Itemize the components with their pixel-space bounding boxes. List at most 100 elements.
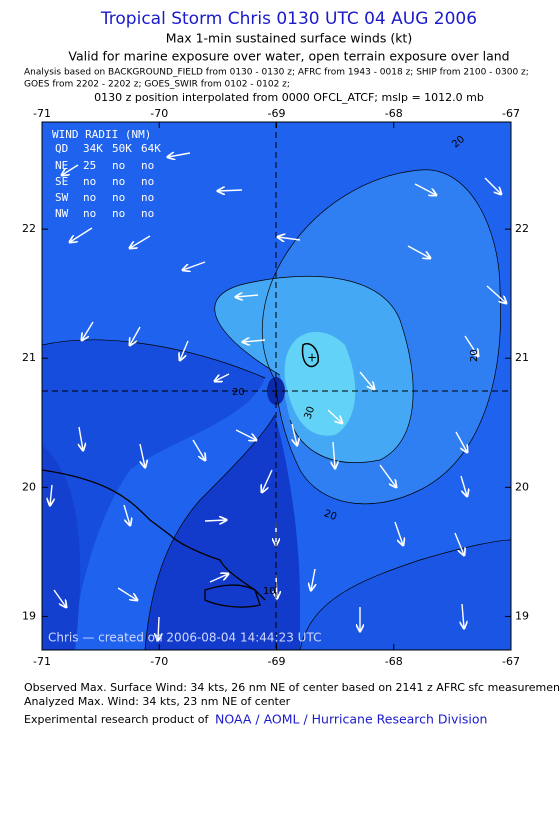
- contour-label: 20: [469, 349, 480, 362]
- contour: [299, 539, 511, 650]
- wind-arrow: [123, 504, 130, 525]
- product-note: Experimental research product of: [24, 713, 209, 726]
- wind-field: [42, 122, 511, 650]
- lat-tick-label: 20: [22, 480, 36, 493]
- wind-arrow: [130, 326, 141, 345]
- lat-tick-label: 19: [22, 609, 36, 622]
- lat-tick-label: 19: [515, 609, 529, 622]
- lon-tick-label: -68: [385, 655, 403, 668]
- radii-cell: NW: [55, 207, 69, 220]
- radii-cell: NE: [55, 159, 68, 172]
- link[interactable]: NOAA / AOML / Hurricane Research Divisio…: [215, 712, 487, 727]
- coastline: [42, 469, 266, 601]
- radii-cell: no: [112, 191, 125, 204]
- lon-tick-label: -68: [385, 107, 403, 120]
- lon-tick-label: -67: [502, 107, 520, 120]
- analysis-line: GOES from 2202 - 2202 z; GOES_SWIR from …: [24, 80, 290, 90]
- lat-tick-label: 22: [22, 222, 36, 235]
- contour: [261, 169, 501, 505]
- wind-vectors: [50, 153, 506, 640]
- contour-label: 20: [322, 508, 338, 523]
- wind-arrow: [454, 532, 464, 555]
- wind-arrow: [333, 441, 335, 468]
- lon-tick-label: -70: [150, 655, 168, 668]
- field-max: [284, 331, 356, 436]
- wind-arrow: [168, 153, 191, 157]
- lon-tick-label: -69: [268, 655, 286, 668]
- wind-arrow: [204, 520, 226, 521]
- wind-arrow: [455, 431, 467, 452]
- field-low: [42, 339, 265, 650]
- field-lower: [145, 415, 300, 650]
- contour-label: 20: [232, 387, 245, 398]
- wind-arrow: [180, 340, 189, 360]
- wind-arrow: [158, 616, 159, 640]
- wind-arrow: [394, 521, 403, 545]
- lat-tick-label: 21: [515, 351, 529, 364]
- radii-cell: no: [141, 191, 154, 204]
- lon-tick-label: -71: [33, 655, 51, 668]
- radii-cell: no: [112, 207, 125, 220]
- wind-arrow: [235, 429, 256, 440]
- analyzed-max: Analyzed Max. Wind: 34 kts, 23 nm NE of …: [24, 695, 291, 708]
- lat-tick-label: 22: [515, 222, 529, 235]
- wind-arrow: [70, 227, 93, 242]
- wind-arrow: [53, 589, 66, 607]
- max-contour: [301, 343, 319, 368]
- contour: [214, 275, 414, 463]
- lon-tick-label: -71: [33, 107, 51, 120]
- wind-arrow: [117, 587, 137, 600]
- radii-cell: 25: [83, 159, 96, 172]
- credit: Chris — created on 2006-08-04 14:44:23 U…: [48, 631, 321, 645]
- wind-arrow: [192, 439, 205, 460]
- title: Tropical Storm Chris 0130 UTC 04 AUG 200…: [100, 9, 477, 29]
- contour: [144, 414, 276, 650]
- wind-arrow: [484, 177, 501, 194]
- wind-arrow: [82, 321, 94, 340]
- lat-tick-label: 20: [515, 480, 529, 493]
- subtitle: Max 1-min sustained surface winds (kt): [166, 31, 412, 46]
- radii-header: 34K: [83, 142, 103, 155]
- radii-header: 64K: [141, 142, 161, 155]
- radii-cell: no: [141, 207, 154, 220]
- radii-header: QD: [55, 142, 68, 155]
- wind-arrow: [62, 164, 79, 175]
- wind-arrow: [379, 464, 396, 487]
- wind-arrow: [327, 409, 342, 423]
- wind-arrow: [215, 373, 230, 381]
- wind-arrow: [50, 484, 52, 505]
- center-marker: +: [307, 351, 317, 365]
- observed-max: Observed Max. Surface Wind: 34 kts, 26 n…: [24, 681, 560, 694]
- radii-title: WIND RADII (NM): [52, 128, 151, 141]
- field-lower: [300, 540, 511, 650]
- radii-cell: no: [112, 175, 125, 188]
- lon-tick-label: -67: [502, 655, 520, 668]
- wind-arrow: [462, 603, 464, 628]
- wind-arrow: [183, 261, 206, 270]
- lat-tick-label: 21: [22, 351, 36, 364]
- lon-tick-label: -70: [150, 107, 168, 120]
- wind-arrow: [464, 335, 478, 356]
- wind-arrow: [460, 475, 467, 496]
- wind-arrow: [218, 190, 243, 191]
- wind-arrow: [209, 574, 228, 583]
- radii-cell: no: [83, 175, 96, 188]
- wind-arrow: [359, 371, 374, 389]
- analysis-line: Analysis based on BACKGROUND_FIELD from …: [24, 68, 529, 78]
- wind-arrow: [139, 443, 145, 467]
- radii-cell: SE: [55, 175, 68, 188]
- coastline: [204, 584, 261, 608]
- radii-header: 50K: [112, 142, 132, 155]
- contour-label: 10: [263, 586, 276, 597]
- wind-arrow: [79, 426, 83, 450]
- radii-cell: no: [83, 191, 96, 204]
- contour: [42, 339, 266, 379]
- wind-arrow: [236, 295, 259, 297]
- lon-tick-label: -69: [268, 107, 286, 120]
- radii-cell: no: [83, 207, 96, 220]
- wind-arrow: [130, 235, 151, 248]
- radii-cell: no: [141, 175, 154, 188]
- wind-arrow: [278, 237, 301, 240]
